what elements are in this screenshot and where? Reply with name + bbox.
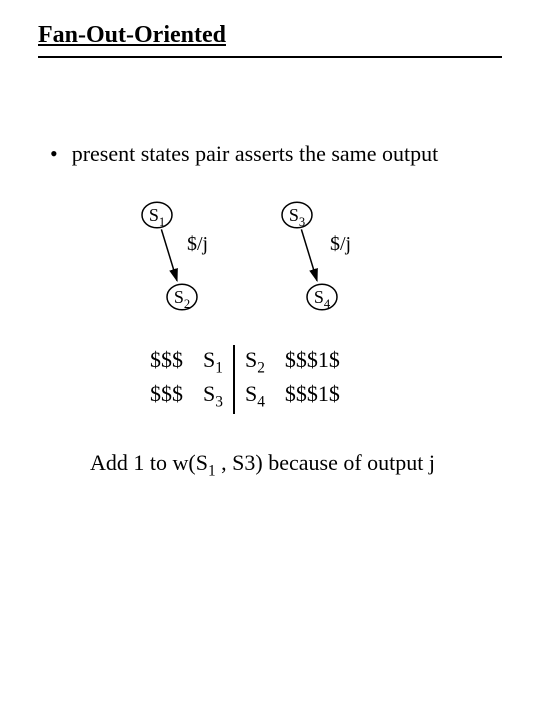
edge-label-S1-S2: $/j [187, 233, 208, 255]
cell-state-right: S4 [234, 379, 275, 413]
cell-right-value: $$$1$ [275, 379, 350, 413]
table: $$$S1S2$$$1$$$$S3S4$$$1$ [140, 345, 350, 414]
cell-state-right: S2 [234, 345, 275, 379]
page-title: Fan-Out-Oriented [38, 22, 226, 49]
bullet-marker: • [50, 140, 58, 168]
bullet-item: • present states pair asserts the same o… [50, 140, 438, 168]
cell-left-value: $$$ [140, 379, 193, 413]
implication-table: $$$S1S2$$$1$$$$S3S4$$$1$ [140, 345, 350, 414]
bullet-text: present states pair asserts the same out… [72, 140, 439, 168]
state-diagram: $/j$/jS1S2S3S4 [125, 195, 425, 325]
table-row: $$$S3S4$$$1$ [140, 379, 350, 413]
conclusion-rest: , S3) because of output j [216, 450, 435, 475]
edge-label-S3-S4: $/j [330, 233, 351, 255]
conclusion-sub1: 1 [208, 462, 216, 479]
edge-S1-S2 [161, 229, 177, 280]
conclusion-prefix: Add 1 to w(S [90, 450, 208, 475]
cell-state-left: S1 [193, 345, 234, 379]
title-divider [38, 56, 502, 58]
cell-left-value: $$$ [140, 345, 193, 379]
diagram-svg: $/j$/jS1S2S3S4 [125, 195, 425, 325]
cell-right-value: $$$1$ [275, 345, 350, 379]
conclusion-text: Add 1 to w(S1 , S3) because of output j [90, 450, 435, 480]
cell-state-left: S3 [193, 379, 234, 413]
table-row: $$$S1S2$$$1$ [140, 345, 350, 379]
edge-S3-S4 [301, 229, 317, 280]
slide-page: Fan-Out-Oriented • present states pair a… [0, 0, 540, 720]
